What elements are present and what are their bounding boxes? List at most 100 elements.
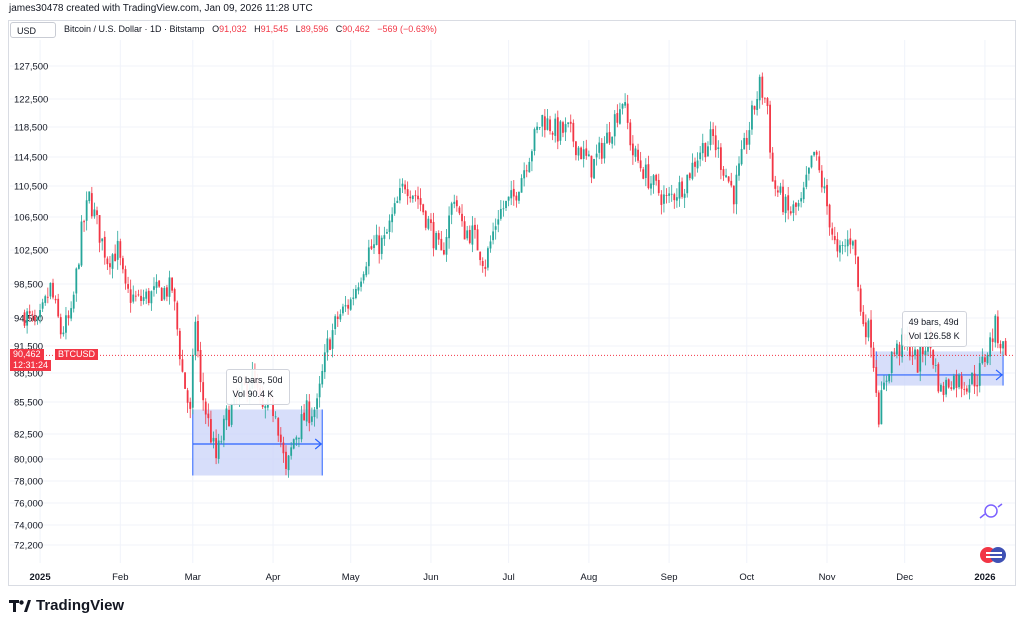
candle-up <box>528 161 531 173</box>
candle-down <box>626 103 629 123</box>
candle-up <box>298 437 300 439</box>
candle-up <box>163 287 166 300</box>
candle-down <box>228 409 230 427</box>
x-tick-label: Aug <box>580 572 597 583</box>
y-tick-label: 106,500 <box>14 213 48 224</box>
candle-down <box>147 290 150 304</box>
candle-down <box>28 311 31 314</box>
candle-down <box>432 221 435 249</box>
candle-up <box>435 232 438 250</box>
candle-down <box>442 249 445 255</box>
close-label: C <box>335 24 343 34</box>
candle-up <box>758 76 761 101</box>
x-tick-label: Oct <box>739 572 754 583</box>
y-tick-label: 114,500 <box>14 153 48 164</box>
candle-up <box>44 296 47 303</box>
candle-up <box>531 151 533 162</box>
candle-down <box>774 180 777 189</box>
candle-down <box>937 364 940 392</box>
candle-up <box>807 167 810 174</box>
candle-down <box>272 400 274 417</box>
candle-up <box>502 208 505 210</box>
candle-down <box>461 213 463 222</box>
high-label: H <box>254 24 261 34</box>
candle-up <box>883 382 885 390</box>
x-tick-label: 2025 <box>29 572 51 583</box>
candle-up <box>471 225 474 245</box>
candle-up <box>191 354 194 408</box>
candle-up <box>217 440 220 459</box>
candle-up <box>386 232 388 234</box>
candle-down <box>955 374 958 388</box>
symbol-title: Bitcoin / U.S. Dollar · 1D · Bitstamp <box>64 24 205 34</box>
candle-up <box>748 130 751 145</box>
candle-down <box>468 229 471 243</box>
measure-box-1 <box>192 409 323 476</box>
measure-label-1: 50 bars, 50d Vol 90.4 K <box>225 369 290 406</box>
x-tick-label: Nov <box>819 572 836 583</box>
candle-up <box>670 193 673 195</box>
candle-up <box>101 238 104 242</box>
candle-down <box>176 302 179 330</box>
candle-up <box>691 162 694 179</box>
currency-button[interactable]: USD <box>10 22 56 38</box>
candle-up <box>505 200 507 209</box>
candle-up <box>813 151 815 156</box>
candle-down <box>481 261 484 267</box>
candle-up <box>981 356 984 364</box>
candle-up <box>756 98 759 111</box>
candle-up <box>155 281 158 288</box>
measure-box-2 <box>876 351 1004 386</box>
candle-down <box>98 215 101 243</box>
candle-up <box>230 404 233 425</box>
candle-up <box>507 196 510 201</box>
candle-down <box>106 258 109 265</box>
candle-down <box>109 263 111 268</box>
candle-up <box>564 124 567 133</box>
candle-down <box>137 294 140 296</box>
candle-down <box>59 317 62 335</box>
candle-down <box>184 372 186 389</box>
candle-down <box>158 280 161 287</box>
candle-up <box>577 147 580 156</box>
candle-down <box>831 228 834 235</box>
x-tick-label: Jul <box>503 572 515 583</box>
candle-down <box>833 236 836 241</box>
candle-down <box>121 258 124 270</box>
candle-down <box>984 357 986 362</box>
y-tick-label: 94,500 <box>14 314 43 325</box>
candle-up <box>225 408 228 421</box>
candle-down <box>370 246 373 249</box>
candle-up <box>699 152 702 160</box>
candle-down <box>476 229 479 251</box>
candle-up <box>393 203 396 214</box>
candle-up <box>222 418 225 441</box>
candle-up <box>986 355 989 364</box>
candle-down <box>549 119 551 132</box>
x-tick-label: Apr <box>266 572 281 583</box>
candle-up <box>111 254 114 269</box>
candle-up <box>888 374 891 382</box>
chart-frame <box>8 20 1016 586</box>
x-tick-label: Jun <box>423 572 438 583</box>
candle-down <box>378 235 381 255</box>
candle-down <box>719 147 722 170</box>
symbol-tag: BTCUSD <box>55 349 99 361</box>
candle-up <box>492 231 494 241</box>
candle-down <box>960 375 963 389</box>
candle-down <box>199 350 202 383</box>
candle-up <box>740 148 743 165</box>
candle-down <box>23 312 26 326</box>
candle-up <box>890 351 893 373</box>
candle-up <box>945 379 948 395</box>
candle-down <box>836 239 839 252</box>
candle-down <box>31 314 34 316</box>
candle-up <box>587 154 590 157</box>
tradingview-logo[interactable]: TradingView <box>9 597 124 614</box>
candle-up <box>518 192 520 201</box>
candle-up <box>62 332 65 335</box>
candle-down <box>404 184 406 190</box>
candle-up <box>538 127 541 128</box>
candle-up <box>342 306 344 314</box>
